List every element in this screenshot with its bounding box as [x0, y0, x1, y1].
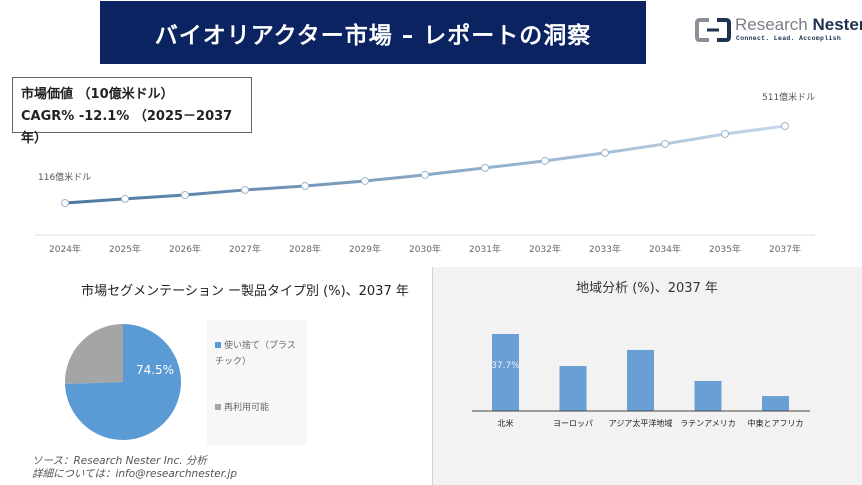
- legend-item-disposable: 使い捨て（プラスチック）: [215, 341, 296, 367]
- logo-icon: [695, 18, 731, 42]
- x-tick-label: 2033年: [589, 243, 621, 255]
- logo: Research Nester Connect. Lead. Accomplis…: [695, 14, 862, 46]
- pie-legend: 使い捨て（プラスチック） 再利用可能: [207, 320, 307, 445]
- bar: [762, 396, 789, 411]
- pie-slice: [65, 324, 123, 384]
- cagr-label: CAGR% -12.1% （2025－2037年）: [21, 109, 233, 146]
- bar: [627, 349, 654, 411]
- regional-bar-chart: 地域分析 (%)、2037 年 北米 ヨーロッパ アジア太平洋地域 ラテンアメリカ 中東…: [472, 281, 810, 428]
- first-data-label: 116億米ドル: [38, 171, 91, 183]
- data-point: [541, 156, 549, 165]
- x-tick-label: 2032年: [529, 243, 561, 255]
- series-line: [64, 124, 786, 205]
- bar: [694, 380, 722, 411]
- data-point: [301, 182, 309, 191]
- x-tick-label: 2027年: [229, 243, 261, 255]
- market-line-chart: 2024年 2025年 2026年 2027年 2028年 2029年 2030年 2031年…: [35, 91, 815, 255]
- data-point: [781, 122, 789, 130]
- bar: [492, 334, 519, 411]
- x-tick-label: 2037年: [769, 243, 801, 255]
- market-info-box: 市場価値 （10億米ドル） CAGR% -12.1% （2025－2037年）: [12, 77, 252, 146]
- logo-tagline: Connect. Lead. Accomplish: [736, 35, 842, 42]
- x-tick-label: 2030年: [409, 243, 441, 255]
- last-data-label: 511億米ドル: [762, 91, 815, 103]
- x-tick-label: 2029年: [349, 243, 381, 255]
- bar-category-label: ラテンアメリカ: [680, 419, 736, 428]
- legend-item-reusable: 再利用可能: [215, 400, 269, 416]
- bar: [559, 366, 587, 411]
- bar-category-label: アジア太平洋地域: [609, 418, 673, 428]
- legend-swatch: [215, 342, 221, 348]
- x-tick-label: 2025年: [109, 243, 141, 255]
- x-tick-label: 2024年: [49, 243, 81, 255]
- pie-data-label: 74.5%: [136, 363, 174, 377]
- bar-category-label: 北米: [498, 418, 514, 428]
- bar-category-label: 中東とアフリカ: [748, 418, 804, 428]
- page-title: バイオリアクター市場 – レポートの洞察: [100, 1, 646, 64]
- data-point: [181, 191, 189, 200]
- bar-data-label: 37.7%: [491, 361, 520, 371]
- source-note: ソース：Research Nester Inc. 分析 詳細については：info…: [32, 455, 237, 480]
- data-point: [421, 170, 429, 179]
- bar-category-label: ヨーロッパ: [553, 419, 593, 428]
- x-tick-label: 2035年: [709, 243, 741, 255]
- pie-chart-title: 市場セグメンテーション ー製品タイプ別 (%)、2037 年: [81, 284, 409, 299]
- data-point: [241, 185, 249, 194]
- pie-chart: 74.5%: [65, 324, 181, 440]
- pie-slice: [65, 324, 181, 440]
- market-value-label: 市場価値 （10億米ドル）: [21, 87, 174, 102]
- data-point: [61, 199, 69, 207]
- x-tick-label: 2028年: [289, 243, 321, 255]
- x-tick-label: 2026年: [169, 243, 201, 255]
- data-point: [121, 194, 129, 203]
- data-point: [721, 129, 729, 138]
- bar-chart-title: 地域分析 (%)、2037 年: [576, 281, 718, 296]
- legend-swatch: [215, 404, 221, 410]
- logo-name: Research Nester: [735, 15, 862, 34]
- x-tick-label: 2034年: [649, 243, 681, 255]
- data-point: [361, 176, 369, 185]
- x-tick-label: 2031年: [469, 243, 501, 255]
- data-point: [481, 163, 489, 172]
- data-point: [601, 148, 609, 157]
- data-point: [661, 139, 669, 148]
